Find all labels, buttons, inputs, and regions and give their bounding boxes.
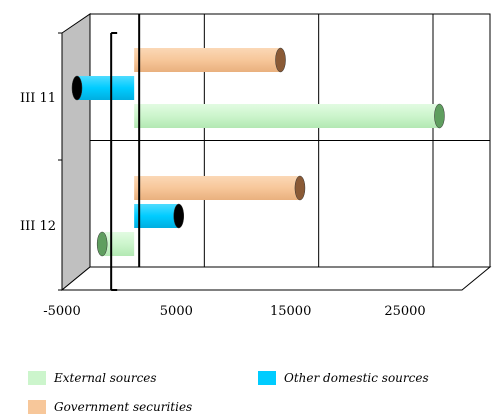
x-tick-label-3: 25000 bbox=[384, 304, 425, 319]
legend-swatch-other-domestic bbox=[258, 371, 276, 385]
bar-iii-11-series-3 bbox=[134, 48, 285, 72]
category-label-1: III 12 bbox=[20, 219, 56, 234]
bar-iii-12-series-2 bbox=[134, 204, 184, 228]
x-tick-label-2: 15000 bbox=[270, 304, 311, 319]
category-labels: III 11 III 12 bbox=[20, 91, 56, 234]
legend-item-government: Government securities bbox=[28, 400, 192, 414]
bar-iii-11-series-1 bbox=[134, 104, 444, 128]
legend-label-external: External sources bbox=[54, 371, 157, 385]
floor bbox=[62, 267, 490, 290]
x-tick-label-1: 5000 bbox=[160, 304, 193, 319]
bar-iii-11-series-2 bbox=[72, 76, 134, 100]
legend-swatch-government bbox=[28, 400, 46, 414]
bar-iii-12-series-3 bbox=[134, 176, 305, 200]
legend-item-external: External sources bbox=[28, 371, 157, 385]
legend-swatch-external bbox=[28, 371, 46, 385]
legend-label-other-domestic: Other domestic sources bbox=[284, 371, 429, 385]
x-tick-label-0: -5000 bbox=[43, 304, 80, 319]
category-label-0: III 11 bbox=[20, 91, 56, 106]
x-tick-labels: -5000 5000 15000 25000 bbox=[43, 304, 425, 319]
bar-iii-12-series-1 bbox=[97, 232, 134, 256]
legend-label-government: Government securities bbox=[54, 400, 192, 414]
legend-item-other-domestic: Other domestic sources bbox=[258, 371, 429, 385]
